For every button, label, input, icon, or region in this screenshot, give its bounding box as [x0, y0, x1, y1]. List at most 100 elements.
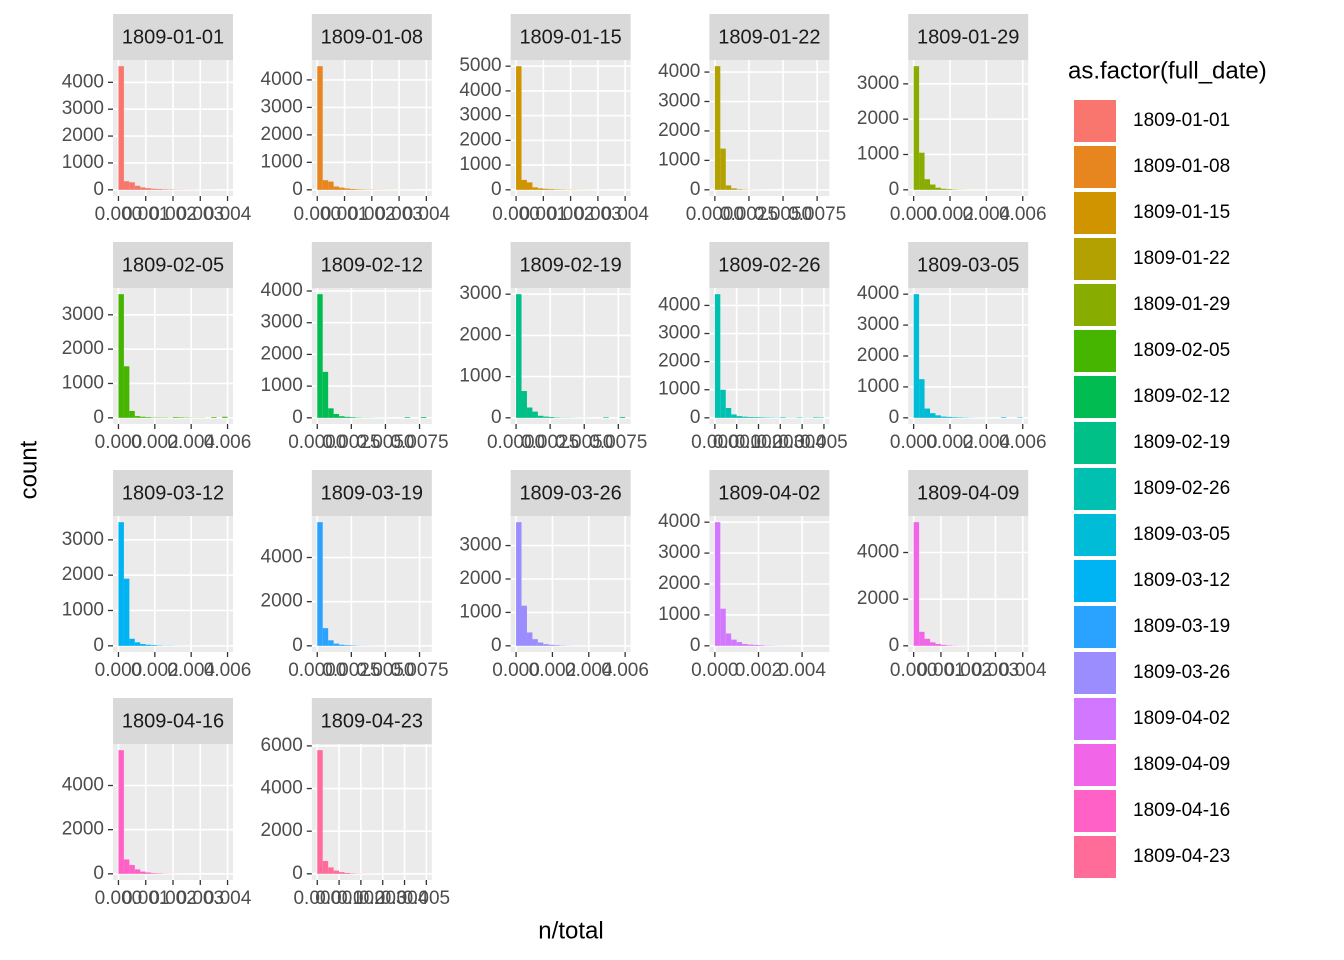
bar	[317, 66, 323, 190]
legend-label: 1809-04-02	[1133, 708, 1230, 729]
y-tick-label: 4000	[658, 511, 700, 532]
y-tick-label: 2000	[261, 343, 303, 364]
bar	[344, 872, 350, 874]
bar	[151, 188, 157, 190]
strip	[113, 470, 233, 516]
legend-key	[1074, 376, 1116, 418]
y-tick-label: 4000	[62, 71, 104, 92]
bar	[344, 645, 350, 646]
panel	[510, 516, 631, 652]
y-tick-label: 3000	[658, 91, 700, 112]
bar	[134, 416, 141, 418]
panel	[113, 288, 233, 424]
bar	[913, 522, 920, 646]
bar	[333, 186, 340, 190]
strip-label: 1809-01-29	[917, 26, 1019, 48]
bar	[919, 152, 925, 190]
bar	[145, 417, 152, 418]
bar	[543, 644, 549, 646]
x-tick-label: 0.002	[926, 204, 974, 225]
bar	[129, 864, 135, 874]
strip	[908, 470, 1029, 516]
x-tick-label: 0.000	[691, 660, 739, 681]
legend-label: 1809-03-05	[1133, 524, 1230, 545]
bar	[543, 416, 549, 418]
x-tick-label: 0.004	[963, 204, 1011, 225]
legend-key	[1074, 330, 1116, 372]
y-tick-label: 2000	[62, 125, 104, 146]
strip-label: 1809-03-19	[321, 482, 423, 504]
panel	[113, 516, 233, 652]
legend-key	[1074, 146, 1116, 188]
bar	[526, 182, 533, 190]
x-tick-label: 0.0050	[356, 660, 414, 681]
x-tick-label: 0.0075	[589, 432, 647, 453]
legend-key	[1074, 192, 1116, 234]
bar	[328, 640, 334, 646]
y-tick-label: 3000	[62, 529, 104, 550]
y-tick-label: 0	[889, 635, 900, 656]
legend-label: 1809-02-05	[1133, 340, 1230, 361]
bar	[758, 645, 764, 646]
bar	[134, 185, 141, 190]
y-tick-label: 0	[491, 179, 502, 200]
bar	[758, 417, 764, 418]
legend-key	[1074, 652, 1116, 694]
y-tick-label: 1000	[459, 601, 501, 622]
bar	[725, 633, 732, 646]
y-tick-label: 4000	[857, 542, 899, 563]
y-tick-label: 1000	[658, 379, 700, 400]
y-tick-label: 3000	[459, 283, 501, 304]
bar	[123, 578, 130, 646]
y-tick-label: 4000	[261, 547, 303, 568]
y-tick-label: 2000	[62, 819, 104, 840]
x-tick-label: 0.001	[315, 888, 363, 909]
x-tick-label: 0.006	[204, 432, 252, 453]
bar	[123, 181, 130, 190]
bar	[714, 294, 721, 418]
panel	[311, 516, 432, 652]
y-tick-label: 3000	[857, 314, 899, 335]
legend-label: 1809-02-12	[1133, 386, 1230, 407]
x-tick-label: 0.000	[691, 432, 739, 453]
x-tick-label: 0.000	[95, 660, 143, 681]
bar	[935, 187, 941, 190]
bar	[946, 189, 952, 190]
x-axis-title: n/total	[538, 917, 603, 944]
bar	[420, 417, 427, 418]
x-tick-label: 0.0075	[788, 204, 846, 225]
x-tick-label: 0.0000	[288, 432, 346, 453]
bar	[145, 872, 152, 874]
strip	[510, 242, 631, 288]
y-tick-label: 2000	[857, 588, 899, 609]
legend-label: 1809-03-19	[1133, 616, 1230, 637]
strip-label: 1809-01-01	[122, 26, 224, 48]
legend-label: 1809-01-15	[1133, 202, 1230, 223]
strip-label: 1809-02-05	[122, 254, 224, 276]
bar	[720, 608, 726, 646]
y-tick-label: 3000	[658, 542, 700, 563]
x-tick-label: 0.002	[547, 204, 595, 225]
x-tick-label: 0.0025	[322, 660, 380, 681]
bar	[742, 643, 748, 646]
bar	[554, 645, 560, 646]
bar	[516, 522, 522, 646]
x-tick-label: 0.004	[403, 204, 451, 225]
bar	[521, 179, 527, 190]
y-tick-label: 2000	[658, 351, 700, 372]
bar	[548, 189, 555, 190]
x-tick-label: 0.0050	[356, 432, 414, 453]
y-tick-label: 2000	[62, 338, 104, 359]
y-tick-label: 3000	[857, 73, 899, 94]
bar	[134, 642, 141, 646]
y-tick-label: 0	[690, 635, 701, 656]
x-tick-label: 0.005	[403, 888, 451, 909]
bar	[521, 605, 527, 646]
x-tick-label: 0.004	[778, 432, 826, 453]
y-tick-label: 1000	[62, 600, 104, 621]
bar	[736, 642, 743, 646]
x-tick-label: 0.003	[757, 432, 805, 453]
bar	[322, 371, 329, 418]
bar	[924, 179, 931, 190]
x-tick-label: 0.0050	[754, 204, 812, 225]
